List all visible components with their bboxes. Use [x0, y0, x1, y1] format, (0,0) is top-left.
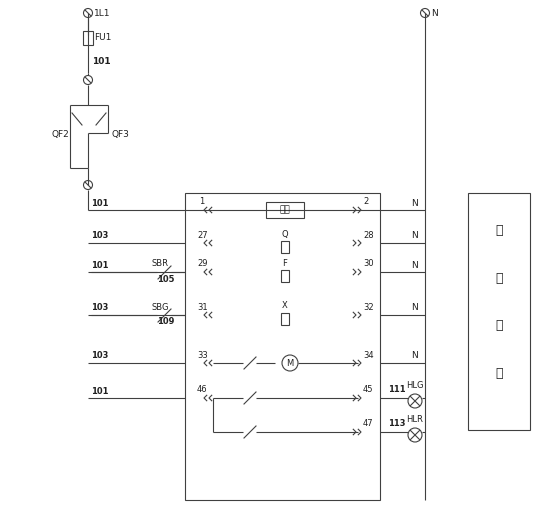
Text: N: N — [411, 351, 418, 360]
Bar — [281, 313, 289, 325]
Text: HLG: HLG — [406, 381, 424, 390]
Bar — [468, 193, 530, 430]
Text: 32: 32 — [363, 303, 374, 312]
Text: 煤柜: 煤柜 — [279, 205, 291, 214]
Text: 111: 111 — [388, 386, 405, 395]
Text: 回: 回 — [495, 319, 503, 332]
Text: 101: 101 — [92, 58, 111, 67]
Text: 27: 27 — [197, 231, 208, 240]
Text: 1: 1 — [199, 197, 204, 206]
Text: 113: 113 — [388, 419, 405, 428]
Text: 45: 45 — [363, 386, 374, 395]
Text: HLR: HLR — [407, 415, 423, 424]
Circle shape — [282, 355, 298, 371]
Circle shape — [408, 428, 422, 442]
Text: 109: 109 — [157, 317, 174, 326]
Text: 31: 31 — [197, 303, 208, 312]
Text: 101: 101 — [91, 387, 109, 396]
Text: SBR: SBR — [152, 260, 169, 269]
Text: N: N — [431, 8, 438, 17]
Text: Q: Q — [282, 230, 288, 239]
Text: 34: 34 — [363, 351, 374, 360]
Circle shape — [408, 394, 422, 408]
Text: M: M — [286, 359, 293, 368]
Text: 路: 路 — [495, 367, 503, 380]
Text: 105: 105 — [157, 275, 175, 284]
Text: F: F — [283, 259, 287, 268]
Text: FU1: FU1 — [94, 33, 111, 42]
Text: QF2: QF2 — [52, 131, 70, 140]
Text: 1L1: 1L1 — [94, 8, 110, 17]
Bar — [83, 31, 93, 45]
Text: 101: 101 — [91, 198, 109, 207]
Text: 47: 47 — [363, 419, 374, 428]
Text: 33: 33 — [197, 351, 208, 360]
Text: N: N — [411, 232, 418, 241]
Text: 29: 29 — [197, 260, 208, 269]
Text: 30: 30 — [363, 260, 374, 269]
Text: 103: 103 — [91, 304, 109, 313]
Text: 28: 28 — [363, 231, 374, 240]
Bar — [266, 202, 304, 218]
Bar — [185, 193, 380, 500]
Text: 101: 101 — [91, 260, 109, 269]
Text: N: N — [411, 260, 418, 269]
Text: QF3: QF3 — [111, 131, 129, 140]
Text: 46: 46 — [197, 386, 208, 395]
Bar — [281, 270, 289, 282]
Text: 103: 103 — [91, 232, 109, 241]
Text: 制: 制 — [495, 272, 503, 285]
Bar — [281, 241, 289, 253]
Text: SBG: SBG — [152, 303, 170, 312]
Text: N: N — [411, 198, 418, 207]
Text: 控: 控 — [495, 224, 503, 238]
Text: 2: 2 — [363, 197, 368, 206]
Text: X: X — [282, 302, 288, 311]
Text: 103: 103 — [91, 351, 109, 360]
Text: N: N — [411, 304, 418, 313]
